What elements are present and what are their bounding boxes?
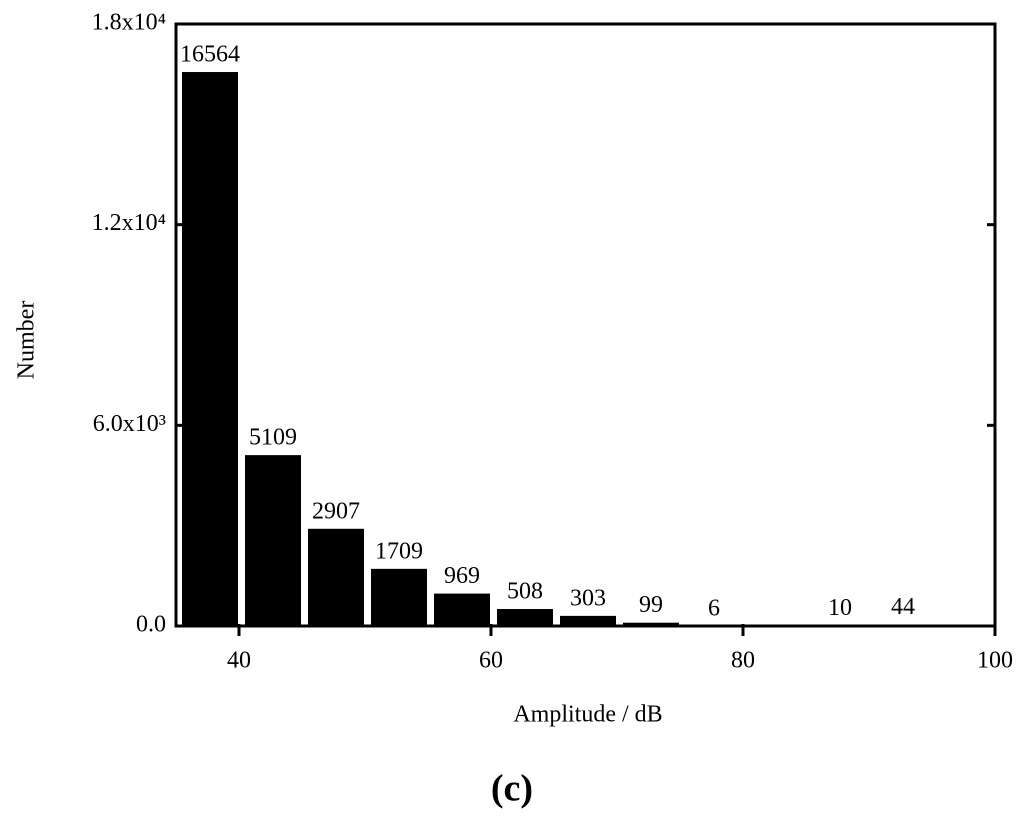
bar xyxy=(308,528,364,626)
bar xyxy=(182,72,238,626)
bar xyxy=(497,609,553,626)
value-label: 1709 xyxy=(375,538,423,564)
bar xyxy=(875,624,931,626)
value-label: 508 xyxy=(507,579,543,605)
value-label: 10 xyxy=(828,595,852,621)
y-tick-label: 6.0x10³ xyxy=(93,411,166,437)
bar xyxy=(245,455,301,626)
y-tick-label: 1.8x10⁴ xyxy=(92,10,166,36)
y-tick-label: 0.0 xyxy=(136,612,166,638)
bar xyxy=(623,622,679,626)
value-label: 99 xyxy=(639,592,663,618)
bar xyxy=(560,615,616,626)
chart-title: (c) xyxy=(491,768,533,810)
y-tick-label: 1.2x10⁴ xyxy=(92,210,166,236)
bar xyxy=(371,568,427,626)
value-label: 16564 xyxy=(180,42,240,68)
value-label: 44 xyxy=(891,594,915,620)
bar xyxy=(434,593,490,626)
value-label: 2907 xyxy=(312,498,360,524)
value-label: 5109 xyxy=(249,425,297,451)
x-axis-label: Amplitude / dB xyxy=(513,702,662,728)
x-tick-label: 60 xyxy=(479,648,503,674)
x-tick-label: 80 xyxy=(731,648,755,674)
value-label: 6 xyxy=(708,595,720,621)
value-label: 303 xyxy=(570,585,606,611)
x-tick-label: 100 xyxy=(977,648,1013,674)
x-tick-label: 40 xyxy=(227,648,251,674)
value-label: 969 xyxy=(444,563,480,589)
y-axis-label: Number xyxy=(14,301,40,380)
